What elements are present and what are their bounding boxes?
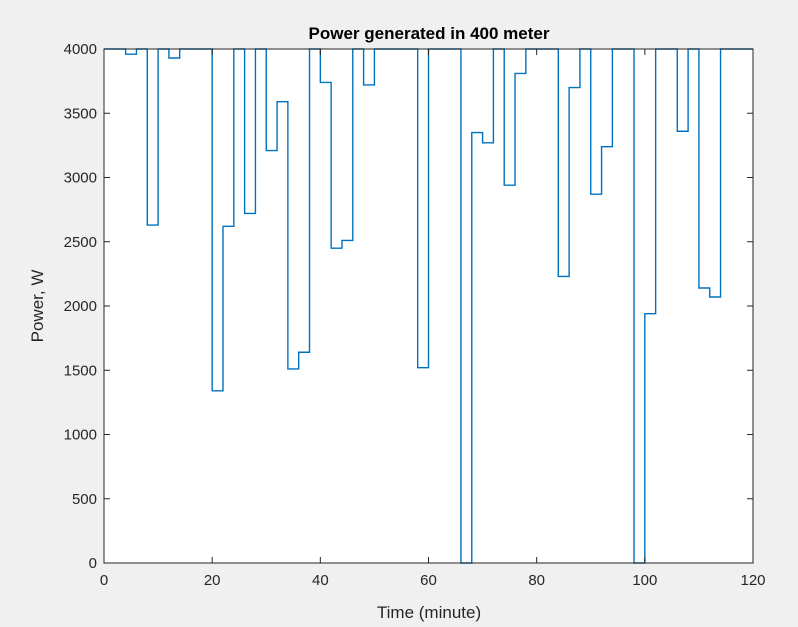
y-tick-label: 2000 [64,298,97,315]
x-ticks: 0 20 40 60 80 100 120 [100,49,766,589]
y-tick-label: 2500 [64,234,97,251]
y-tick-label: 1500 [64,362,97,379]
y-tick-label: 0 [89,555,97,572]
x-tick-label: 20 [204,572,221,589]
chart-title: Power generated in 400 meter [309,24,550,43]
x-tick-label: 40 [312,572,329,589]
y-tick-label: 3000 [64,170,97,187]
x-tick-label: 100 [632,572,657,589]
y-tick-label: 3500 [64,105,97,122]
y-tick-label: 500 [72,491,97,508]
x-tick-label: 0 [100,572,108,589]
x-axis-label: Time (minute) [377,603,481,622]
x-tick-label: 120 [740,572,765,589]
y-tick-label: 4000 [64,41,97,58]
y-axis-label: Power, W [28,270,47,343]
y-tick-label: 1000 [64,427,97,444]
x-tick-label: 60 [420,572,437,589]
x-tick-label: 80 [528,572,545,589]
y-ticks: 0 500 1000 1500 2000 2500 3000 3500 4000 [64,41,753,572]
